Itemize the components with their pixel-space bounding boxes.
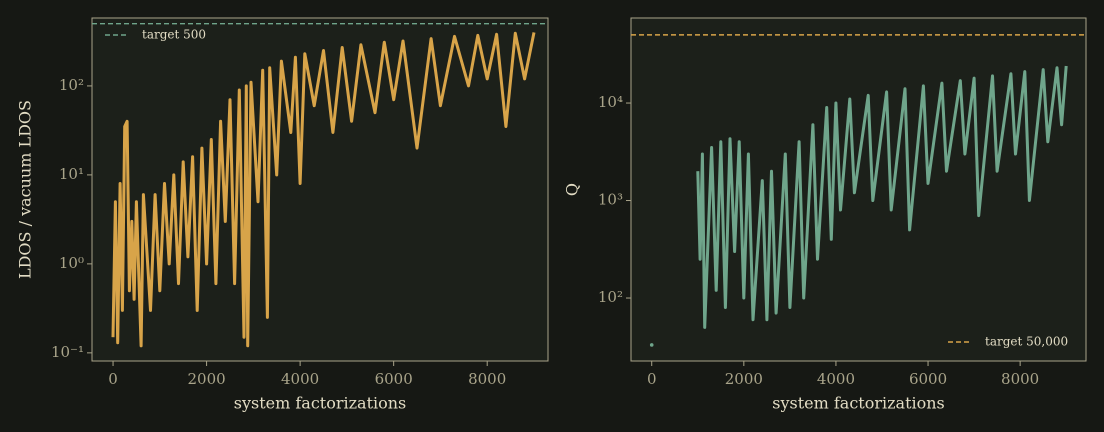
y-tick-label: 10⁻¹ — [51, 343, 84, 361]
legend-label: target 500 — [142, 28, 206, 42]
x-tick-label: 0 — [108, 370, 118, 388]
y-tick-label: 10⁴ — [598, 93, 623, 111]
x-tick-label: 6000 — [909, 370, 947, 388]
x-tick-label: 2000 — [187, 370, 225, 388]
x-tick-label: 0 — [647, 370, 657, 388]
y-tick-label: 10³ — [598, 191, 623, 209]
data-line — [696, 65, 1068, 329]
y-tick-label: 10² — [59, 76, 84, 94]
legend-label: target 50,000 — [985, 335, 1068, 349]
x-axis-label: system factorizations — [234, 394, 407, 413]
data-point — [649, 343, 654, 347]
x-tick-label: 8000 — [1001, 370, 1039, 388]
x-axis-label: system factorizations — [772, 394, 945, 413]
data-line — [111, 31, 536, 348]
x-tick-label: 2000 — [725, 370, 763, 388]
y-tick-label: 10² — [598, 288, 623, 306]
x-tick-label: 4000 — [281, 370, 319, 388]
x-tick-label: 6000 — [375, 370, 413, 388]
y-axis-label: LDOS / vacuum LDOS — [16, 100, 35, 279]
x-tick-label: 8000 — [468, 370, 506, 388]
y-tick-label: 10⁰ — [59, 254, 84, 272]
x-tick-label: 4000 — [817, 370, 855, 388]
y-tick-label: 10¹ — [59, 165, 84, 183]
y-axis-label: Q — [563, 183, 582, 196]
